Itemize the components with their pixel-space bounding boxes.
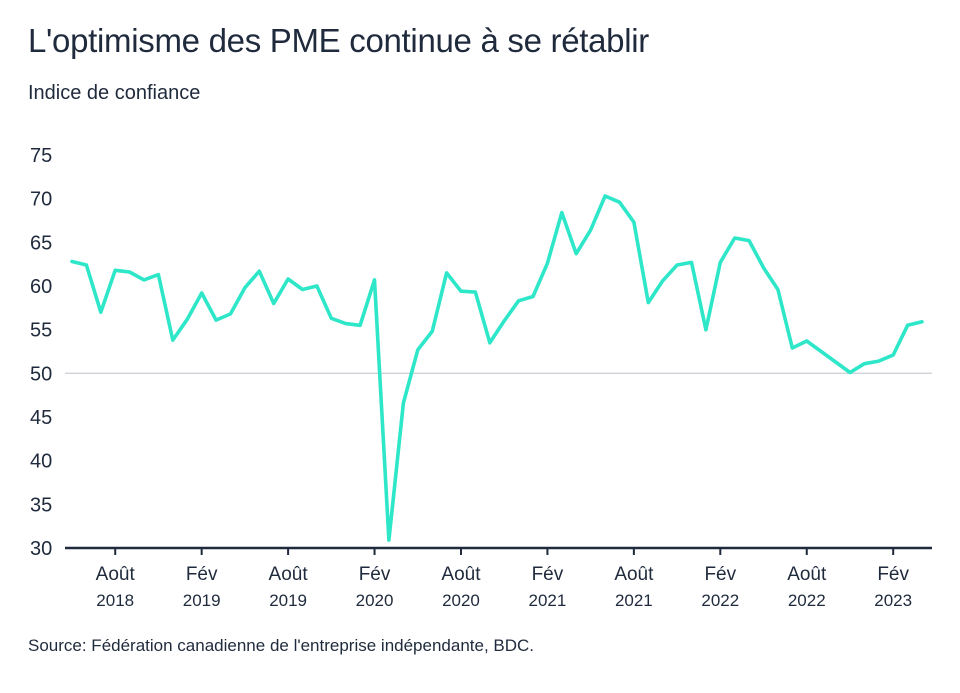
y-tick-label: 45: [30, 407, 52, 429]
x-tick-year-label: 2023: [874, 591, 912, 610]
y-tick-label: 40: [30, 451, 52, 473]
y-axis-ticks: 30 35 40 45 50 55 60 65 70 75: [30, 145, 52, 560]
x-tick-year-label: 2019: [269, 591, 307, 610]
y-tick-label: 70: [30, 189, 52, 211]
x-tick-year-label: 2022: [701, 591, 739, 610]
x-tick-year-label: 2020: [442, 591, 480, 610]
x-tick-label: Fév: [186, 564, 218, 585]
x-tick-year-label: 2022: [788, 591, 826, 610]
x-tick-year-label: 2018: [96, 591, 134, 610]
y-tick-label: 75: [30, 145, 52, 167]
y-tick-label: 60: [30, 276, 52, 298]
x-tick-label: Août: [787, 564, 827, 585]
y-tick-label: 65: [30, 232, 52, 254]
series-line: [70, 194, 924, 542]
x-tick-label: Août: [441, 564, 481, 585]
x-tick-label: Fév: [532, 564, 564, 585]
series-group: [70, 194, 924, 542]
x-tick-label: Août: [614, 564, 654, 585]
x-tick-label: Fév: [359, 564, 391, 585]
chart-title: L'optimisme des PME continue à se rétabl…: [28, 22, 649, 59]
chart-subtitle: Indice de confiance: [28, 82, 201, 104]
source-note: Source: Fédération canadienne de l'entre…: [28, 636, 535, 655]
x-tick-label: Fév: [877, 564, 909, 585]
y-tick-label: 50: [30, 363, 52, 385]
x-tick-year-label: 2021: [615, 591, 653, 610]
y-tick-label: 55: [30, 320, 52, 342]
x-tick-label: Fév: [704, 564, 736, 585]
x-tick-year-label: 2019: [183, 591, 221, 610]
x-tick-label: Août: [96, 564, 136, 585]
x-tick-year-label: 2021: [529, 591, 567, 610]
x-axis: Août 2018 Fév 2019 Août 2019 Fév 2020 Août 2020 Fé…: [65, 546, 932, 610]
y-tick-label: 35: [30, 494, 52, 516]
x-tick-year-label: 2020: [356, 591, 394, 610]
x-tick-label: Août: [269, 564, 309, 585]
y-tick-label: 30: [30, 538, 52, 560]
